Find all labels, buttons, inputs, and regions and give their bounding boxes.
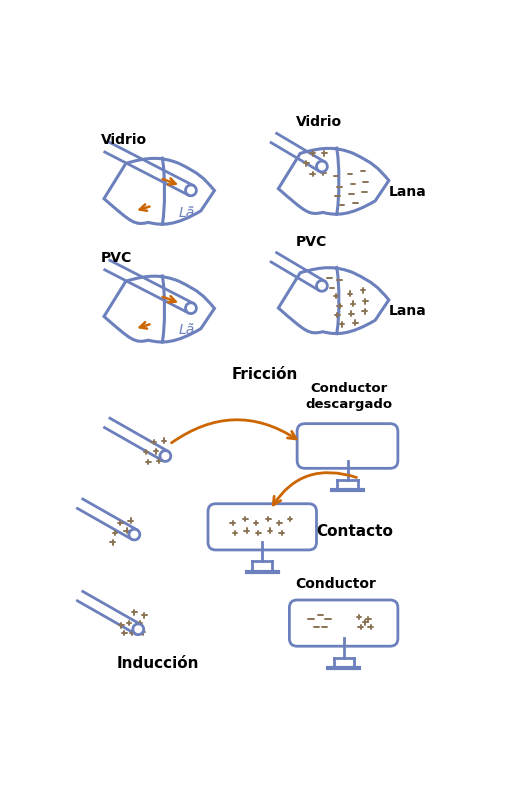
Circle shape bbox=[133, 624, 144, 634]
Circle shape bbox=[186, 185, 196, 196]
Text: Lana: Lana bbox=[389, 304, 427, 318]
Text: Conductor
descargado: Conductor descargado bbox=[306, 383, 392, 411]
Text: Vidrio: Vidrio bbox=[101, 133, 147, 147]
Text: Contacto: Contacto bbox=[316, 524, 393, 539]
Circle shape bbox=[129, 529, 140, 540]
Text: PVC: PVC bbox=[101, 251, 132, 265]
Text: Lã: Lã bbox=[178, 206, 195, 219]
Circle shape bbox=[160, 450, 171, 461]
Text: Lã: Lã bbox=[178, 324, 195, 337]
Text: Vidrio: Vidrio bbox=[296, 116, 342, 129]
Circle shape bbox=[316, 281, 327, 291]
Circle shape bbox=[316, 161, 327, 172]
Text: Inducción: Inducción bbox=[116, 656, 199, 671]
Text: PVC: PVC bbox=[296, 235, 327, 249]
Text: Conductor: Conductor bbox=[295, 577, 376, 591]
Text: Lana: Lana bbox=[389, 185, 427, 198]
Text: Fricción: Fricción bbox=[232, 367, 298, 382]
Circle shape bbox=[186, 303, 196, 313]
